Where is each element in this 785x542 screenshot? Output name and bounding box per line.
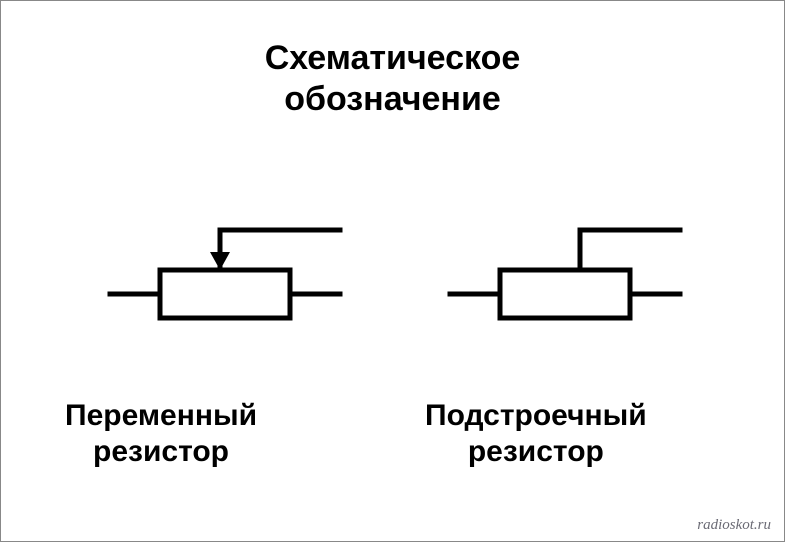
variable-resistor-symbol [90, 180, 360, 345]
watermark-text: radioskot.ru [697, 517, 771, 533]
watermark: radioskot.ru [697, 517, 771, 534]
title-line-1: Схематическое [265, 38, 521, 79]
variable-resistor-svg [90, 180, 360, 340]
caption-line-1: Переменный [65, 398, 257, 434]
trimmer-resistor-symbol [430, 180, 700, 345]
caption-line-1: Подстроечный [425, 398, 647, 434]
page-title: Схематическое обозначение [265, 38, 521, 120]
variable-resistor-caption: Переменный резистор [65, 398, 257, 470]
caption-line-2: резистор [425, 434, 647, 470]
trimmer-resistor-caption: Подстроечный резистор [425, 398, 647, 470]
title-line-2: обозначение [265, 79, 521, 120]
trimmer-resistor-svg [430, 180, 700, 340]
caption-line-2: резистор [65, 434, 257, 470]
